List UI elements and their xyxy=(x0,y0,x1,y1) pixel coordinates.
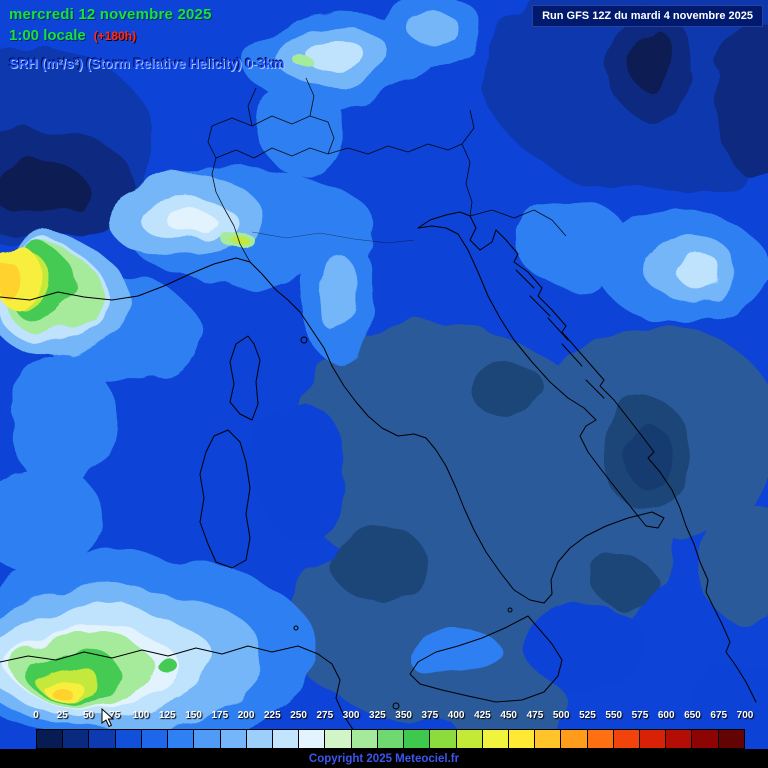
legend-value-label: 425 xyxy=(474,710,491,721)
legend-color-swatch xyxy=(220,730,247,748)
legend-color-swatch xyxy=(692,730,719,748)
legend-color-swatch xyxy=(37,730,64,748)
mouse-cursor-icon xyxy=(101,708,115,728)
legend-swatches xyxy=(36,729,745,749)
legend-color-swatch xyxy=(89,730,116,748)
run-info-box: Run GFS 12Z du mardi 4 novembre 2025 xyxy=(532,5,763,27)
legend-value-label: 575 xyxy=(631,710,649,721)
legend-color-swatch xyxy=(456,730,483,748)
legend-value-label: 450 xyxy=(500,710,517,721)
legend-value-label: 600 xyxy=(657,710,675,721)
legend-value-label: 250 xyxy=(290,710,307,721)
date-label: mercredi 12 novembre 2025 xyxy=(9,6,212,23)
legend-color-swatch xyxy=(535,730,562,748)
parameter-label: SRH (m²/s²) (Storm Relative Helicity) 0-… xyxy=(9,56,285,71)
legend-color-swatch xyxy=(194,730,221,748)
legend-value-label: 650 xyxy=(684,710,701,721)
legend-value-label: 550 xyxy=(605,710,623,721)
legend-color-swatch xyxy=(561,730,588,748)
legend-color-swatch xyxy=(430,730,457,748)
legend-value-label: 50 xyxy=(82,710,95,721)
legend-value-label: 200 xyxy=(237,710,255,721)
legend-color-swatch xyxy=(377,730,405,748)
legend-value-label: 150 xyxy=(185,710,202,721)
forecast-offset-label: (+180h) xyxy=(93,29,137,43)
legend-value-label: 275 xyxy=(316,710,334,721)
legend-color-swatch xyxy=(272,730,300,748)
border-layer xyxy=(207,77,567,263)
legend-color-swatch xyxy=(351,730,378,748)
legend-color-swatch xyxy=(246,730,273,748)
legend-color-swatch xyxy=(168,730,195,748)
map-header: mercredi 12 novembre 2025 1:00 locale (+1… xyxy=(9,6,284,71)
legend-color-swatch xyxy=(141,730,169,748)
legend-value-label: 700 xyxy=(736,710,754,721)
legend-color-swatch xyxy=(508,730,536,748)
legend-color-swatch xyxy=(299,730,326,748)
legend-color-swatch xyxy=(613,730,641,748)
legend-color-swatch xyxy=(718,730,744,748)
legend-value-label: 375 xyxy=(421,710,439,721)
legend-labels: 0 25 50 75 100 125 150 175 200 225 250 275 300 325 350… xyxy=(33,710,753,725)
legend-value-label: 475 xyxy=(526,710,544,721)
footer-bar: Copyright 2025 Meteociel.fr xyxy=(0,749,768,768)
legend-color-swatch xyxy=(482,730,509,748)
color-scale-legend: 0 25 50 75 100 125 150 175 200 225 250 275 300 325 350… xyxy=(33,710,753,749)
legend-value-label: 100 xyxy=(132,710,150,721)
legend-value-label: 125 xyxy=(158,710,176,721)
legend-color-swatch xyxy=(640,730,667,748)
legend-color-swatch xyxy=(666,730,693,748)
time-row: 1:00 locale (+180h) xyxy=(9,27,284,44)
legend-color-swatch xyxy=(63,730,90,748)
legend-color-swatch xyxy=(325,730,352,748)
copyright-link[interactable]: Copyright 2025 Meteociel.fr xyxy=(308,753,460,765)
legend-value-label: 25 xyxy=(56,710,68,721)
legend-color-swatch xyxy=(404,730,431,748)
legend-color-swatch xyxy=(115,730,142,748)
legend-value-label: 500 xyxy=(552,710,570,721)
legend-value-label: 0 xyxy=(33,710,39,721)
legend-value-label: 300 xyxy=(342,710,360,721)
legend-value-label: 350 xyxy=(395,710,412,721)
legend-value-label: 75 xyxy=(109,710,121,721)
local-time-label: 1:00 locale xyxy=(9,27,86,44)
legend-value-label: 675 xyxy=(710,710,728,721)
legend-value-label: 325 xyxy=(369,710,386,721)
legend-value-label: 525 xyxy=(579,710,596,721)
legend-value-label: 175 xyxy=(211,710,229,721)
coastline-layer xyxy=(0,211,757,768)
legend-value-label: 225 xyxy=(263,710,281,721)
legend-color-swatch xyxy=(587,730,614,748)
legend-value-label: 400 xyxy=(447,710,465,721)
